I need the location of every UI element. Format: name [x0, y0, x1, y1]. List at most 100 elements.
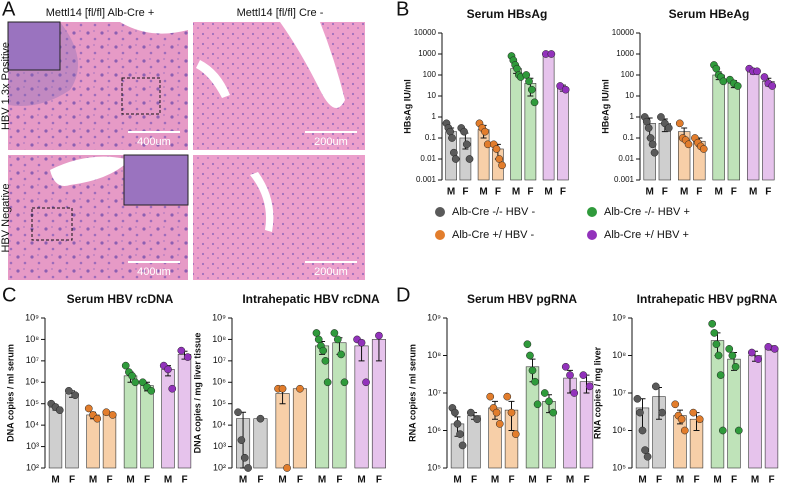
data-point	[712, 340, 721, 349]
chart-title: Intrahepatic HBV rcDNA	[242, 292, 380, 306]
x-tick-label: F	[471, 475, 477, 486]
y-tick-label: 10	[625, 91, 634, 100]
data-point	[71, 391, 80, 400]
y-tick-label: 10000	[612, 28, 635, 37]
x-tick-label: M	[680, 187, 688, 198]
data-point	[462, 140, 471, 149]
data-point	[540, 389, 549, 397]
bar	[467, 415, 481, 469]
inset	[7, 21, 61, 71]
data-point	[644, 124, 653, 132]
data-point	[237, 436, 246, 444]
data-point	[234, 408, 242, 417]
chart-title: Serum HBV rcDNA	[67, 292, 174, 306]
data-point	[321, 357, 330, 365]
x-tick-label: F	[546, 475, 552, 486]
data-point	[131, 378, 140, 387]
data-point	[448, 134, 456, 142]
data-point	[695, 415, 704, 424]
bar	[727, 83, 741, 181]
data-point	[375, 331, 383, 340]
data-point	[527, 85, 536, 94]
legend-label: Alb-Cre -/- HBV -	[452, 206, 535, 218]
x-tick-label: M	[357, 475, 365, 486]
legend-label: Alb-Cre +/ HBV -	[452, 229, 535, 241]
data-point	[446, 127, 455, 136]
x-tick-label: F	[731, 475, 737, 486]
data-point	[651, 382, 660, 391]
data-point	[486, 392, 495, 401]
y-tick-label: 10⁶	[612, 425, 626, 435]
data-point	[648, 140, 657, 149]
data-point	[754, 355, 763, 363]
data-point	[764, 343, 773, 351]
y-tick-label: 10⁵	[25, 398, 39, 408]
data-point	[561, 85, 570, 94]
data-point	[337, 350, 345, 359]
legend-marker	[435, 230, 445, 240]
bar	[727, 358, 741, 469]
scale-label: 200um	[314, 266, 348, 278]
data-point	[458, 441, 467, 450]
legend-label: Alb-Cre -/- HBV +	[604, 206, 690, 218]
y-tick-label: 10⁹	[25, 312, 39, 322]
y-tick-label: 10⁵	[612, 462, 626, 472]
data-point	[495, 155, 504, 163]
bar	[579, 381, 594, 469]
data-point	[643, 452, 652, 461]
y-tick-label: 10³	[26, 441, 39, 451]
x-tick-label: M	[714, 187, 722, 198]
bar	[177, 354, 192, 469]
data-point	[333, 335, 342, 344]
x-tick-label: F	[336, 475, 342, 486]
data-point	[495, 420, 504, 428]
x-tick-label: F	[181, 475, 187, 486]
data-point	[498, 161, 506, 170]
data-point	[456, 430, 464, 438]
data-point	[362, 378, 370, 387]
y-axis-label: DNA copies / mg liver tissue	[192, 333, 202, 454]
data-point	[725, 345, 734, 353]
data-point	[451, 408, 459, 417]
x-tick-label: F	[495, 187, 501, 198]
data-point	[108, 411, 117, 419]
data-point	[240, 453, 249, 462]
y-tick-label: 100	[423, 70, 437, 79]
data-point	[699, 145, 708, 153]
data-point	[638, 426, 647, 435]
x-tick-label: M	[566, 475, 574, 486]
y-tick-label: 10⁸	[427, 350, 441, 360]
x-tick-label: F	[106, 475, 112, 486]
x-tick-label: F	[257, 475, 263, 486]
bar	[748, 355, 762, 469]
y-tick-label: 10⁴	[25, 420, 39, 430]
data-point	[256, 414, 265, 423]
data-point	[549, 408, 558, 417]
bar	[510, 68, 522, 181]
y-tick-label: 10⁵	[427, 462, 441, 472]
data-point	[278, 384, 287, 393]
bar	[524, 83, 537, 181]
y-tick-label: 1	[432, 112, 437, 121]
y-tick-label: 10⁹	[612, 312, 626, 322]
data-point	[128, 371, 136, 380]
data-point	[650, 148, 659, 157]
chart-title: Intrahepatic HBV pgRNA	[637, 292, 778, 306]
data-point	[768, 82, 777, 90]
data-point	[323, 378, 332, 387]
vessel	[196, 60, 230, 98]
x-tick-label: F	[508, 475, 514, 486]
data-point	[283, 464, 291, 472]
bar	[48, 406, 63, 469]
data-point	[658, 408, 667, 417]
data-point	[718, 426, 727, 435]
bar	[140, 385, 154, 469]
data-point	[733, 82, 742, 90]
data-point	[64, 386, 73, 395]
y-tick-label: 10³	[213, 441, 226, 451]
data-point	[330, 329, 339, 337]
x-tick-label: M	[447, 187, 455, 198]
y-tick-label: 10⁶	[25, 377, 39, 387]
y-tick-label: 10⁶	[427, 425, 441, 435]
panel-label: D	[396, 284, 410, 306]
